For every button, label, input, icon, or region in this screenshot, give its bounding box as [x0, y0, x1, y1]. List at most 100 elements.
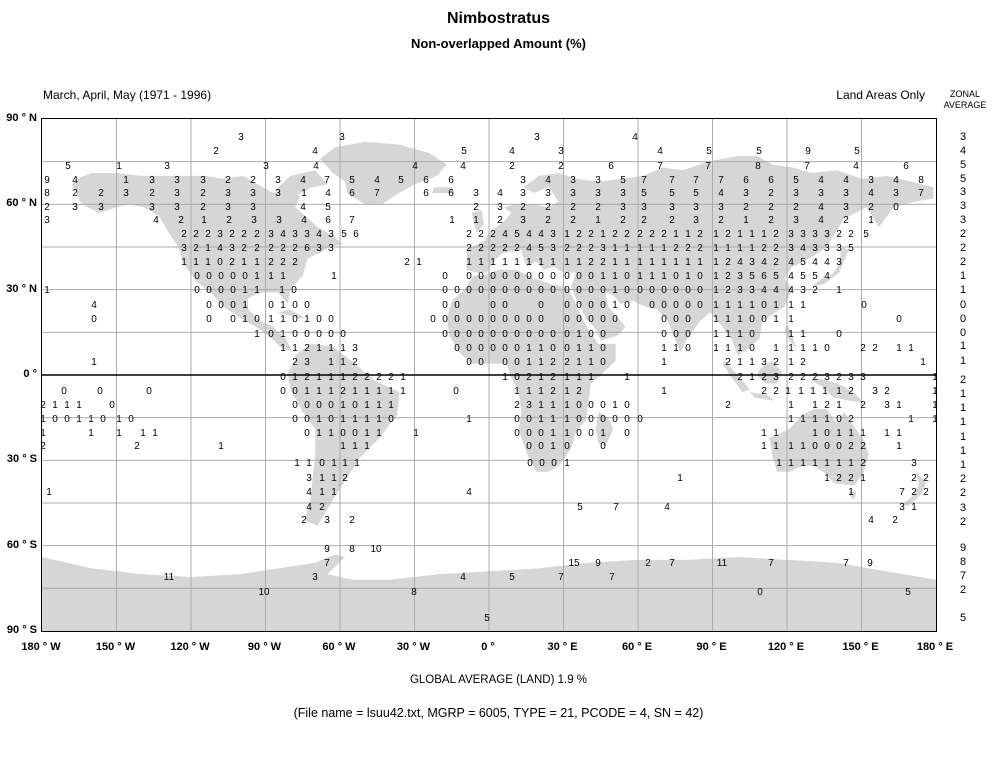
grid-value: 1	[920, 357, 926, 368]
grid-value: 4	[502, 229, 508, 240]
grid-value: 4	[632, 132, 638, 143]
grid-value: 2	[884, 386, 890, 397]
grid-value: 3	[250, 188, 256, 199]
grid-value: 1	[788, 441, 794, 452]
grid-value: 2	[352, 357, 358, 368]
grid-value: 1	[193, 257, 199, 268]
grid-value: 5	[349, 175, 355, 186]
grid-value: 3	[570, 175, 576, 186]
grid-value: 3	[520, 188, 526, 199]
grid-value: 0	[576, 300, 582, 311]
grid-value: 0	[673, 314, 679, 325]
x-tick-label: 30 ° E	[547, 641, 578, 653]
zonal-average-value: 0	[959, 299, 967, 311]
grid-value: 1	[612, 271, 618, 282]
grid-value: 3	[339, 132, 345, 143]
grid-value: 5	[812, 271, 818, 282]
grid-value: 3	[620, 188, 626, 199]
grid-value: 3	[316, 243, 322, 254]
grid-value: 4	[657, 146, 663, 157]
grid-value: 3	[275, 175, 281, 186]
grid-value: 2	[72, 188, 78, 199]
zonal-average-value: 4	[959, 145, 967, 157]
grid-value: 3	[872, 386, 878, 397]
grid-value: 2	[645, 558, 651, 569]
grid-value: 0	[527, 458, 533, 469]
grid-value: 2	[564, 243, 570, 254]
grid-value: 0	[600, 285, 606, 296]
grid-value: 1	[685, 257, 691, 268]
grid-value: 7	[669, 175, 675, 186]
grid-value: 3	[868, 175, 874, 186]
grid-value: 2	[292, 243, 298, 254]
grid-value: 0	[757, 587, 763, 598]
grid-value: 3	[174, 175, 180, 186]
grid-value: 1	[743, 215, 749, 226]
grid-value: 2	[868, 202, 874, 213]
landmass-shape	[471, 210, 484, 233]
grid-value: 1	[737, 357, 743, 368]
grid-value: 6	[448, 188, 454, 199]
grid-value: 4	[300, 175, 306, 186]
landmass-shape	[431, 187, 455, 193]
grid-value: 0	[661, 285, 667, 296]
grid-value: 1	[576, 257, 582, 268]
grid-value: 3	[812, 243, 818, 254]
zonal-average-value: 1	[959, 284, 967, 296]
grid-value: 2	[178, 215, 184, 226]
grid-value: 9	[595, 558, 601, 569]
grid-value: 1	[550, 414, 556, 425]
grid-value: 0	[697, 271, 703, 282]
grid-value: 1	[328, 428, 334, 439]
grid-value: 1	[304, 386, 310, 397]
grid-value: 1	[340, 343, 346, 354]
grid-value: 3	[800, 285, 806, 296]
grid-value: 6	[304, 243, 310, 254]
grid-value: 1	[800, 329, 806, 340]
grid-value: 3	[250, 202, 256, 213]
grid-value: 1	[725, 314, 731, 325]
zonal-average-value: 0	[959, 313, 967, 325]
grid-value: 2	[836, 372, 842, 383]
grid-value: 3	[836, 243, 842, 254]
grid-value: 5	[65, 161, 71, 172]
zonal-average-value: 1	[959, 388, 967, 400]
grid-value: 3	[304, 357, 310, 368]
x-tick-label: 60 ° E	[621, 641, 653, 653]
grid-value: 0	[466, 329, 472, 340]
grid-value: 7	[693, 175, 699, 186]
grid-value: 6	[761, 271, 767, 282]
zonal-average-value: 5	[959, 612, 967, 624]
grid-value: 0	[352, 400, 358, 411]
grid-value: 1	[624, 243, 630, 254]
grid-value: 1	[550, 441, 556, 452]
grid-value: 1	[331, 473, 337, 484]
grid-value: 0	[388, 414, 394, 425]
grid-value: 3	[620, 202, 626, 213]
grid-value: 3	[749, 257, 755, 268]
grid-value: 1	[268, 271, 274, 282]
grid-value: 3	[238, 132, 244, 143]
grid-value: 0	[217, 257, 223, 268]
file-info-caption: (File name = lsuu42.txt, MGRP = 6005, TY…	[293, 706, 704, 720]
grid-value: 1	[490, 257, 496, 268]
grid-value: 3	[181, 243, 187, 254]
grid-value: 1	[673, 229, 679, 240]
grid-value: 1	[88, 414, 94, 425]
grid-value: 1	[800, 414, 806, 425]
grid-value: 2	[376, 372, 382, 383]
landmass-shape	[901, 471, 927, 506]
landmass-shape	[811, 377, 864, 404]
grid-value: 4	[412, 161, 418, 172]
grid-value: 0	[836, 329, 842, 340]
grid-value: 0	[454, 285, 460, 296]
grid-value: 0	[824, 441, 830, 452]
grid-value: 2	[860, 343, 866, 354]
grid-value: 4	[72, 175, 78, 186]
grid-value: 0	[292, 329, 298, 340]
grid-value: 1	[328, 386, 334, 397]
grid-value: 1	[388, 400, 394, 411]
grid-value: 9	[867, 558, 873, 569]
grid-value: 2	[761, 372, 767, 383]
grid-value: 0	[514, 372, 520, 383]
